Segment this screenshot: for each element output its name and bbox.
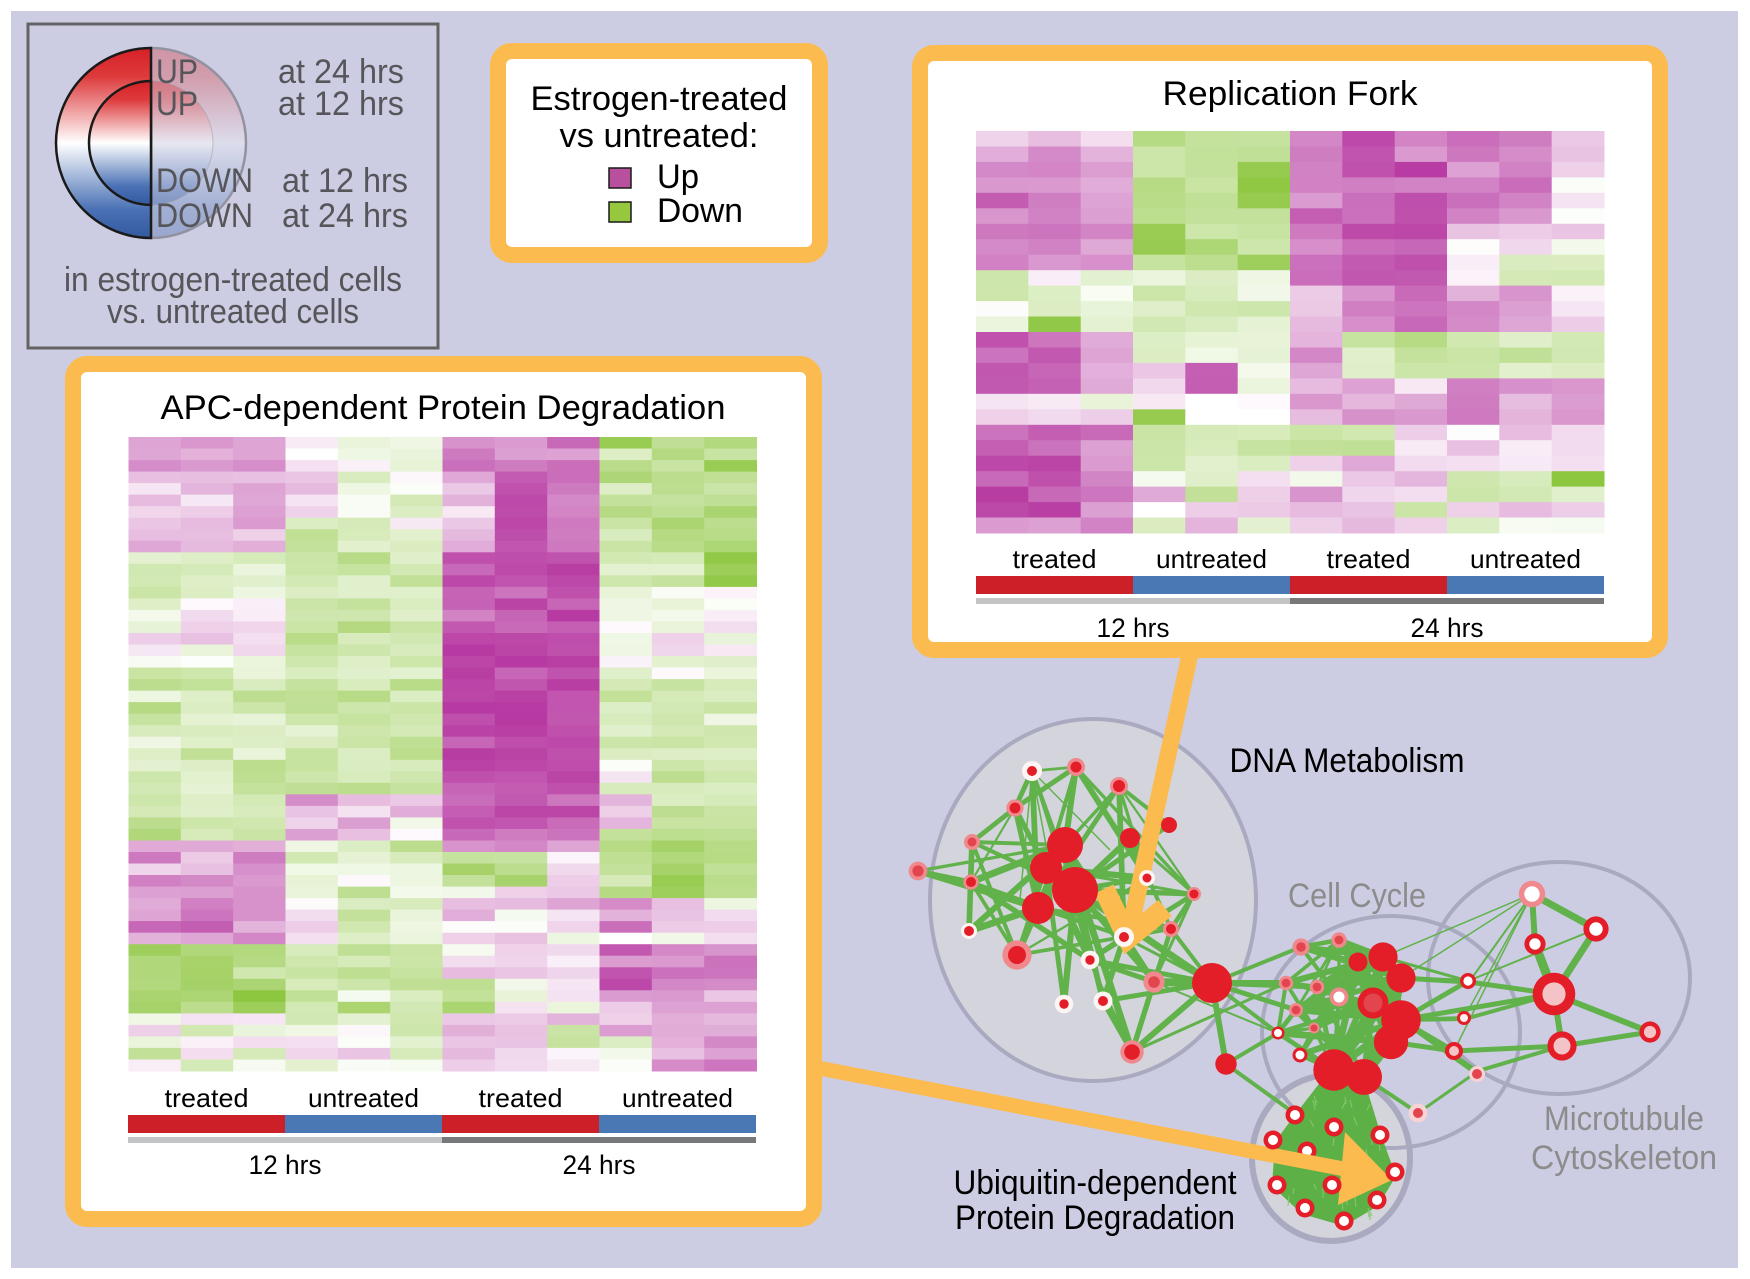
svg-text:Up: Up — [657, 158, 699, 196]
svg-text:24 hrs: 24 hrs — [563, 1150, 636, 1180]
svg-text:treated: treated — [479, 1083, 563, 1113]
svg-text:12 hrs: 12 hrs — [249, 1150, 322, 1180]
svg-text:UP: UP — [156, 85, 198, 123]
svg-text:vs untreated:: vs untreated: — [560, 117, 759, 155]
svg-text:at 24 hrs: at 24 hrs — [282, 197, 408, 235]
svg-text:treated: treated — [165, 1083, 249, 1113]
svg-text:untreated: untreated — [1156, 544, 1267, 574]
svg-text:Replication Fork: Replication Fork — [1163, 75, 1419, 113]
svg-text:Microtubule: Microtubule — [1544, 1100, 1704, 1138]
svg-text:vs. untreated cells: vs. untreated cells — [107, 293, 359, 331]
svg-text:DOWN: DOWN — [156, 162, 253, 200]
svg-text:12 hrs: 12 hrs — [1097, 613, 1170, 643]
svg-text:Down: Down — [657, 192, 743, 230]
svg-text:in estrogen-treated cells: in estrogen-treated cells — [64, 261, 402, 299]
svg-text:Ubiquitin-dependent: Ubiquitin-dependent — [954, 1164, 1238, 1202]
svg-text:treated: treated — [1013, 544, 1097, 574]
svg-text:UP: UP — [156, 53, 198, 91]
svg-text:Cytoskeleton: Cytoskeleton — [1531, 1139, 1717, 1177]
svg-text:at 12 hrs: at 12 hrs — [282, 162, 408, 200]
svg-text:APC-dependent Protein Degradat: APC-dependent Protein Degradation — [161, 389, 726, 427]
svg-text:Estrogen-treated: Estrogen-treated — [531, 80, 788, 118]
svg-text:DOWN: DOWN — [156, 197, 253, 235]
svg-text:treated: treated — [1327, 544, 1411, 574]
svg-text:Cell Cycle: Cell Cycle — [1288, 877, 1426, 915]
svg-text:DNA Metabolism: DNA Metabolism — [1230, 742, 1465, 780]
svg-text:at 24 hrs: at 24 hrs — [278, 53, 404, 91]
svg-text:untreated: untreated — [1470, 544, 1581, 574]
svg-text:24 hrs: 24 hrs — [1411, 613, 1484, 643]
svg-text:untreated: untreated — [622, 1083, 733, 1113]
svg-text:Protein Degradation: Protein Degradation — [955, 1199, 1235, 1237]
svg-text:at 12 hrs: at 12 hrs — [278, 85, 404, 123]
svg-text:untreated: untreated — [308, 1083, 419, 1113]
